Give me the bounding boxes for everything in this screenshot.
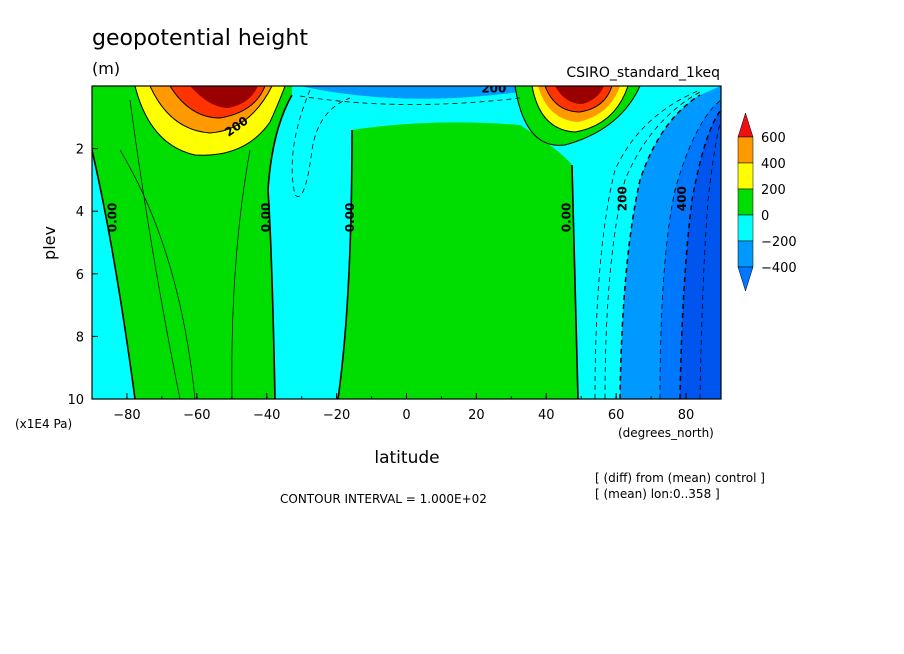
x-tick-label: −60: [183, 408, 210, 423]
y-tick-label: 6: [76, 268, 84, 283]
colorbar-band: [737, 214, 754, 242]
contour-label: 0.00: [560, 203, 574, 233]
x-tick-label: 0: [402, 408, 410, 423]
contour-label: 200: [616, 186, 630, 211]
chart-units: (m): [92, 59, 120, 78]
colorbar-band: [737, 240, 754, 268]
y-tick-label: 4: [76, 205, 84, 220]
contour-label: 400: [675, 186, 689, 211]
x-tick-label: 20: [468, 408, 485, 423]
contour-label: 0.00: [343, 203, 357, 233]
y-axis-ticks: 2 4 6 8 10: [67, 143, 98, 408]
colorbar-top-arrow: [737, 112, 754, 138]
y-tick-label: 10: [67, 393, 84, 408]
x-tick-label: 40: [538, 408, 555, 423]
note-diff: [ (diff) from (mean) control ]: [595, 471, 765, 485]
field-green-central: [338, 122, 578, 399]
y-tick-label: 2: [76, 143, 84, 158]
x-tick-label: −80: [113, 408, 140, 423]
colorbar-label: −400: [761, 261, 797, 276]
colorbar-bottom-arrow: [737, 266, 754, 292]
colorbar-band: [737, 136, 754, 164]
contour-lines-dashed: [291, 89, 721, 399]
contour-label: 0.00: [259, 203, 273, 233]
chart-title: geopotential height: [92, 26, 308, 51]
colorbar: 600 400 200 0 −200 −400: [737, 112, 797, 292]
x-axis-units: (degrees_north): [618, 426, 714, 440]
x-tick-label: 60: [608, 408, 625, 423]
colorbar-label: 200: [761, 183, 786, 198]
contour-label: 200: [481, 81, 506, 95]
field-green-south: [92, 86, 292, 399]
model-label: CSIRO_standard_1keq: [566, 65, 720, 81]
note-mean: [ (mean) lon:0..358 ]: [595, 487, 720, 501]
colorbar-band: [737, 188, 754, 216]
y-axis-label: plev: [40, 226, 59, 260]
field-blue-3: [680, 110, 721, 399]
contour-lines: [92, 86, 641, 399]
x-axis-label: latitude: [374, 448, 439, 468]
y-tick-label: 8: [76, 330, 84, 345]
field-top-blue: [300, 86, 520, 99]
colorbar-label: 0: [761, 209, 769, 224]
colorbar-band: [737, 162, 754, 190]
colorbar-label: −200: [761, 235, 797, 250]
x-axis-ticks: −80 −60 −40 −20 0 20 40 60 80: [91, 393, 722, 423]
x-tick-label: 80: [678, 408, 695, 423]
contour-label: 0.00: [105, 203, 119, 233]
colorbar-label: 400: [761, 157, 786, 172]
x-tick-label: −40: [253, 408, 280, 423]
x-tick-label: −20: [323, 408, 350, 423]
colorbar-label: 600: [761, 131, 786, 146]
y-axis-units: (x1E4 Pa): [15, 417, 72, 431]
field-darkred-south: [190, 86, 258, 108]
contour-interval: CONTOUR INTERVAL = 1.000E+02: [280, 492, 487, 506]
field-darkred-north: [555, 86, 604, 104]
